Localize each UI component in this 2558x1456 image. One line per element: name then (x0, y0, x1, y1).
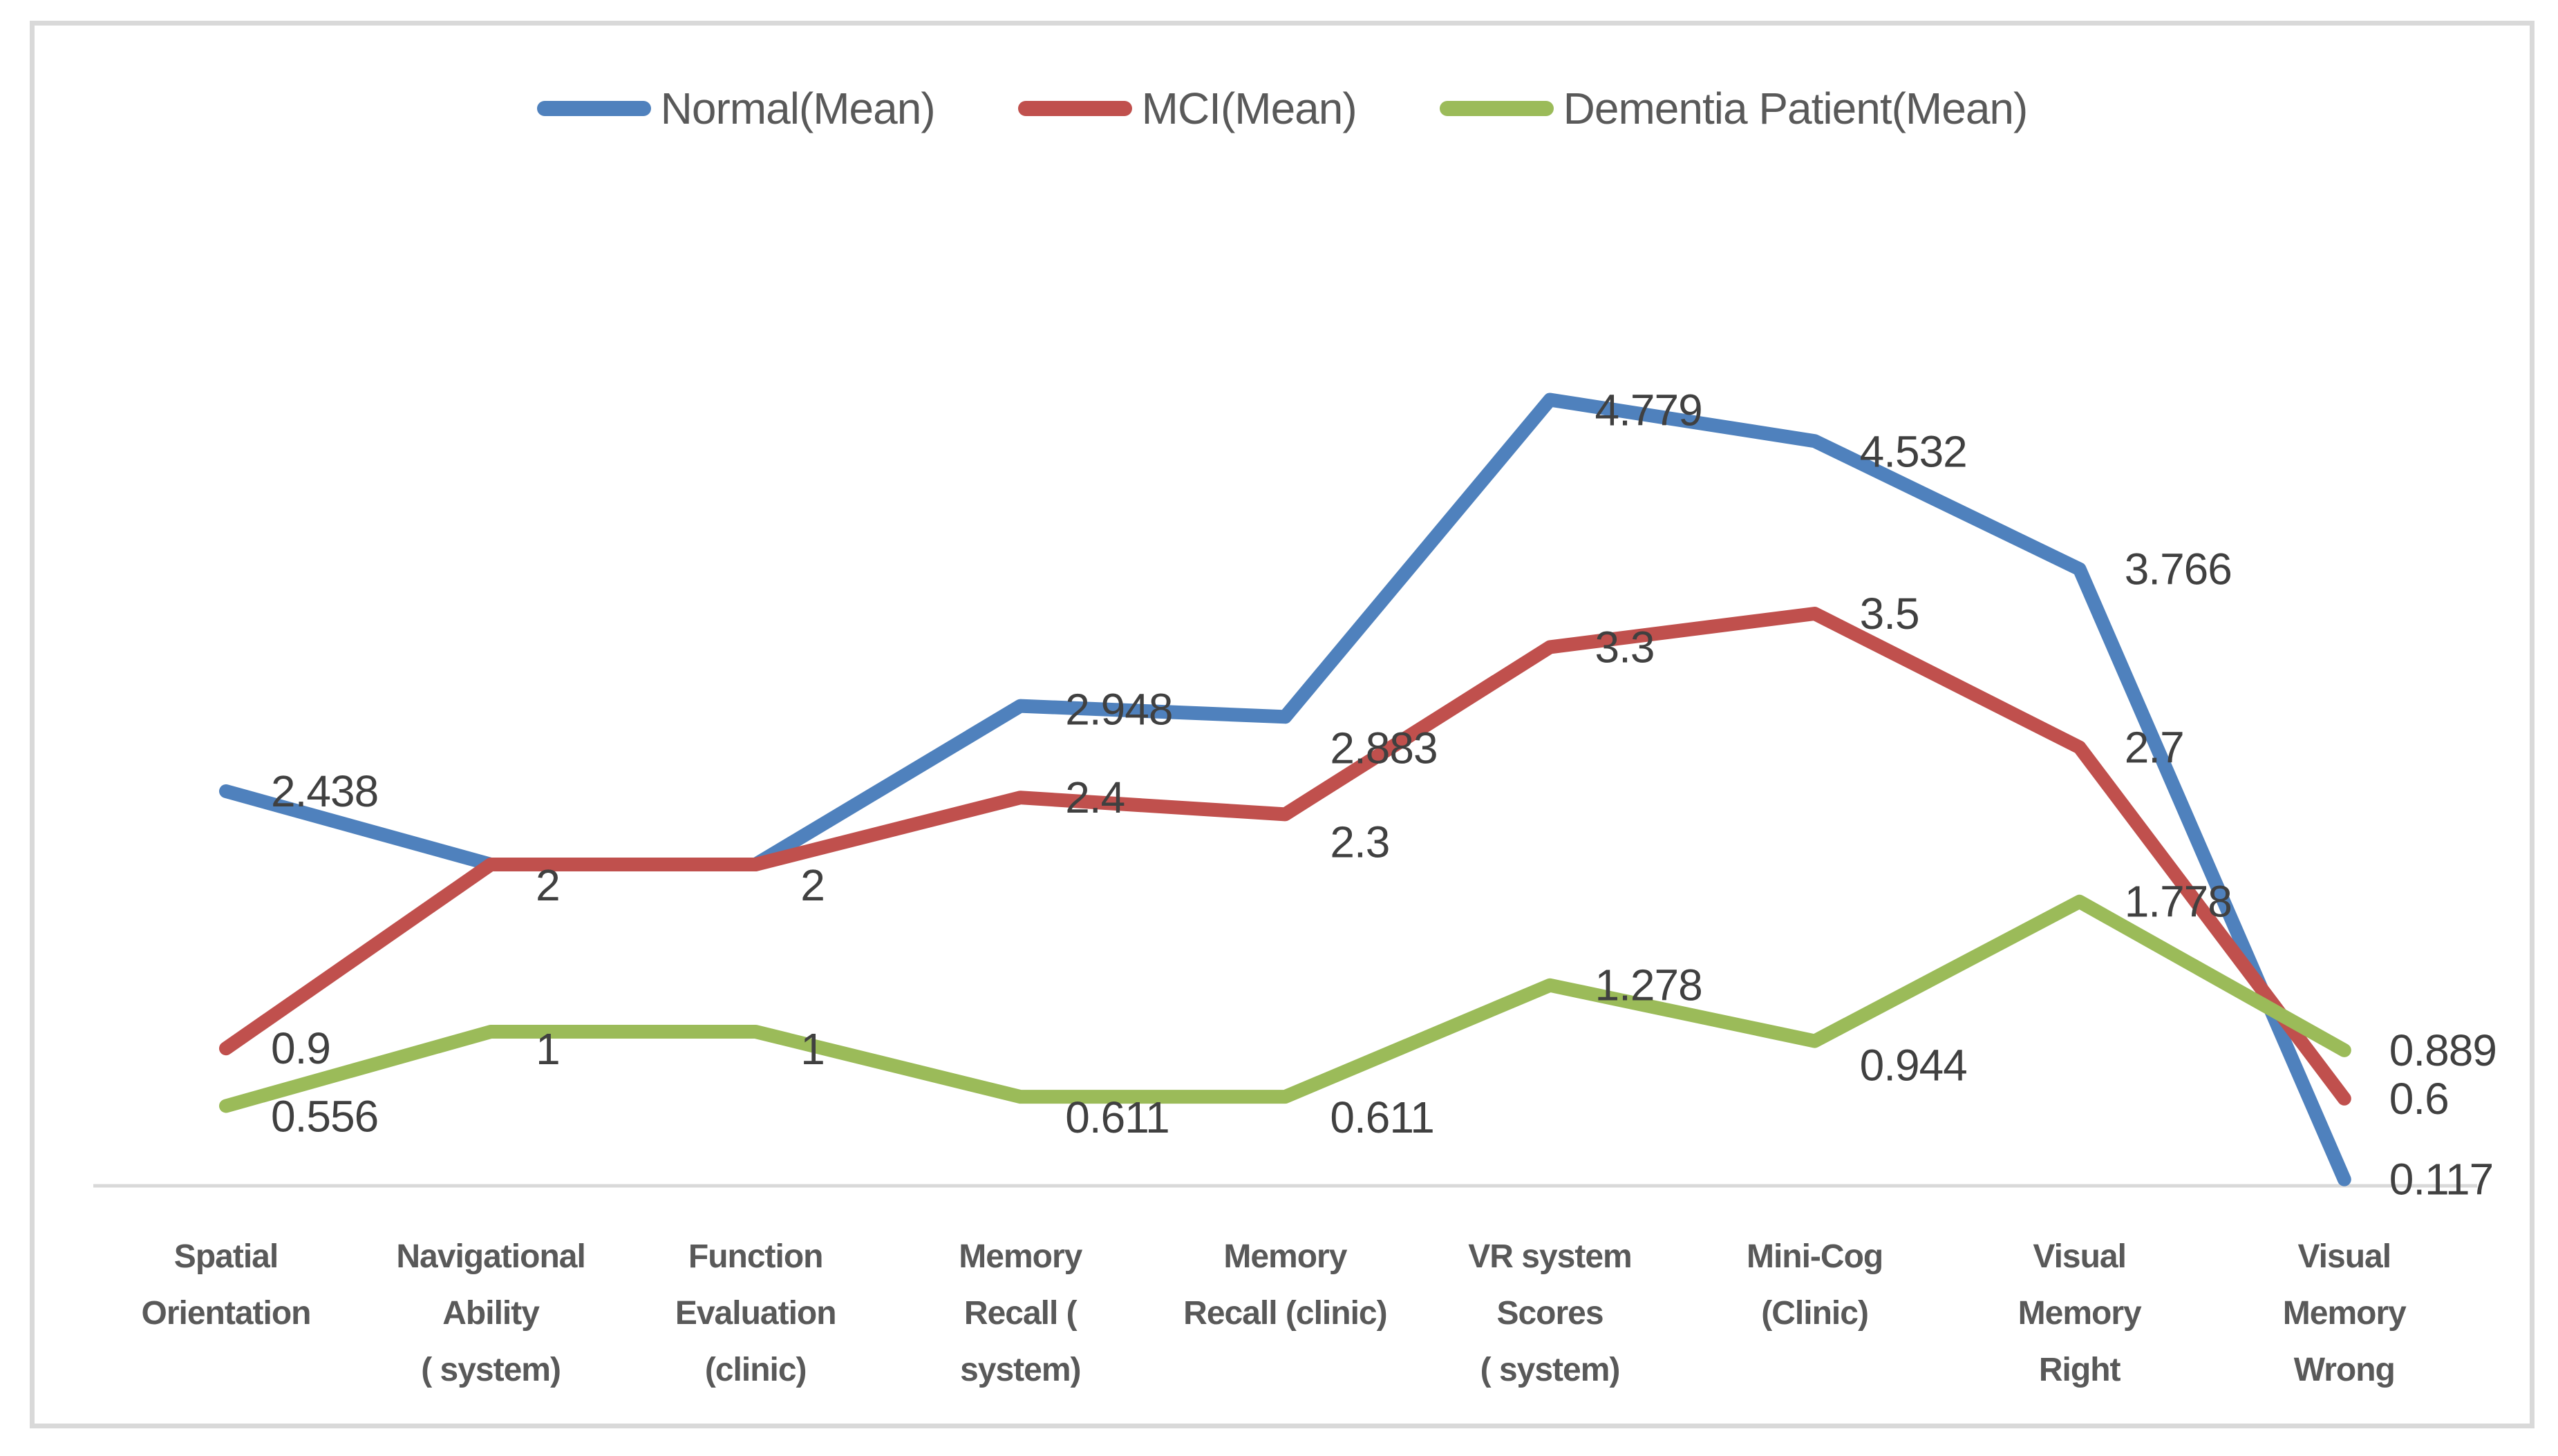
data-label: 2 (536, 860, 560, 910)
series-line-1 (219, 607, 2351, 1106)
legend-swatch-normal (536, 101, 651, 116)
data-label: 0.556 (271, 1091, 378, 1141)
data-label: 3.5 (1860, 589, 1919, 639)
data-label: 1 (800, 1024, 825, 1074)
data-label: 0.611 (1065, 1093, 1169, 1142)
legend-item-mci: MCI(Mean) (1017, 84, 1357, 133)
data-label: 1.278 (1595, 961, 1702, 1010)
data-label: 3.766 (2125, 545, 2232, 594)
data-label: 2.4 (1065, 773, 1125, 822)
data-label: 3.3 (1595, 622, 1655, 672)
data-label: 0.117 (2389, 1155, 2493, 1204)
data-label: 0.6 (2389, 1074, 2449, 1124)
data-label: 2 (800, 860, 825, 910)
data-label: 2.438 (271, 766, 378, 816)
legend-item-normal: Normal(Mean) (536, 84, 936, 133)
series-line-2 (219, 894, 2351, 1113)
legend-label-dementia: Dementia Patient(Mean) (1563, 84, 2029, 133)
data-label: 4.779 (1595, 385, 1702, 435)
legend-swatch-mci (1017, 101, 1132, 116)
data-label: 0.944 (1860, 1041, 1967, 1090)
data-label: 2.948 (1065, 685, 1172, 735)
data-label: 2 (800, 860, 825, 910)
data-label: 2.883 (1330, 723, 1437, 773)
data-label: 2.3 (1330, 817, 1389, 867)
data-label: 1.778 (2125, 877, 2232, 927)
data-label: 2 (536, 860, 560, 910)
data-label: 2.7 (2125, 723, 2184, 773)
data-label: 1 (536, 1024, 560, 1074)
legend: Normal(Mean) MCI(Mean) Dementia Patient(… (30, 77, 2535, 140)
legend-label-normal: Normal(Mean) (660, 84, 936, 133)
legend-label-mci: MCI(Mean) (1141, 84, 1357, 133)
chart-border-frame (30, 21, 2535, 1428)
data-label: 0.9 (271, 1023, 330, 1073)
data-label: 4.532 (1860, 426, 1967, 476)
legend-item-dementia: Dementia Patient(Mean) (1439, 84, 2029, 133)
legend-swatch-dementia (1439, 101, 1554, 116)
data-label: 0.611 (1330, 1093, 1433, 1142)
data-label: 0.889 (2389, 1025, 2496, 1075)
